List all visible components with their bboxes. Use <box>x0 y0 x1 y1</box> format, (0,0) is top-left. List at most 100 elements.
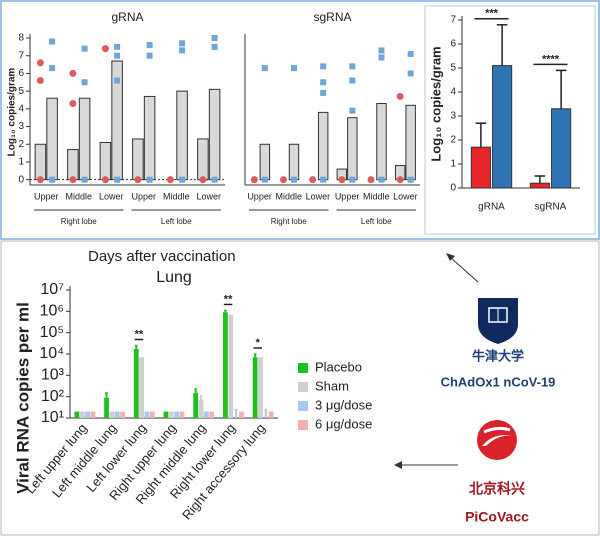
legend-swatch <box>298 363 308 373</box>
dot <box>378 176 385 183</box>
dot <box>320 79 327 86</box>
dot <box>81 45 88 52</box>
bar <box>114 411 120 418</box>
y-tick-label: 7 <box>450 15 456 26</box>
y-tick-label: 0 <box>18 174 24 185</box>
bar <box>347 117 358 181</box>
group-label: Left lobe <box>361 217 392 226</box>
dot <box>291 176 297 183</box>
legend-swatch <box>298 401 308 411</box>
dot <box>69 100 77 108</box>
y-tick-label: 0 <box>450 183 456 194</box>
group-label: Right lobe <box>61 217 98 226</box>
bar <box>90 411 96 418</box>
dot <box>49 38 56 45</box>
y-tick-label: 6 <box>450 39 456 50</box>
bar <box>197 138 209 181</box>
bar <box>203 411 209 418</box>
y-tick-label: 6 <box>18 68 24 79</box>
dot <box>114 176 121 183</box>
arrow <box>449 256 479 283</box>
dot <box>378 54 385 61</box>
y-axis-label: Viral RNA copies per ml <box>13 302 32 494</box>
bar <box>34 143 47 181</box>
dot <box>134 176 142 184</box>
legend-swatch <box>298 382 308 392</box>
dot <box>261 176 268 183</box>
dot <box>179 47 186 54</box>
y-tick-label: 5 <box>450 63 456 74</box>
bar <box>239 411 244 418</box>
bar <box>79 411 85 418</box>
y-tick-label: 10⁶ <box>40 303 64 320</box>
dot <box>211 176 218 183</box>
bar <box>405 104 416 181</box>
dot <box>211 43 218 50</box>
bar <box>139 357 145 418</box>
bar <box>208 88 221 181</box>
significance-label: ** <box>224 293 233 305</box>
group-label: Right lobe <box>271 217 308 226</box>
institution: 牛津大学 <box>472 348 524 363</box>
y-axis-label: Log₁₀ copies/gram <box>7 68 18 157</box>
bar <box>209 411 215 418</box>
sinovac-logo <box>477 420 517 460</box>
bar <box>133 349 139 418</box>
x-tick-label: Lower <box>306 191 331 201</box>
x-tick-label: Upper <box>131 191 156 201</box>
dot <box>261 65 268 72</box>
y-tick-label: 10³ <box>41 367 65 384</box>
bar <box>149 411 155 418</box>
y-tick-label: 3 <box>450 111 456 122</box>
heading: Days after vaccination <box>88 248 236 265</box>
x-tick-label: gRNA <box>478 202 505 213</box>
bar <box>529 182 550 189</box>
dot <box>146 52 153 59</box>
dot <box>291 65 297 72</box>
bar <box>193 392 199 418</box>
chart-title: sgRNA <box>313 10 351 24</box>
vaccine-name: PiCoVacc <box>465 509 529 525</box>
y-tick-label: 5 <box>18 86 24 97</box>
x-tick-label: Middle <box>163 191 190 201</box>
x-tick-label: Upper <box>335 191 360 201</box>
chart-title: gRNA <box>111 10 143 24</box>
bar <box>492 65 513 189</box>
x-tick-label: Upper <box>247 191 272 201</box>
dot <box>407 176 414 183</box>
bar <box>470 146 491 189</box>
bar <box>120 411 126 418</box>
significance-label: **** <box>542 53 560 65</box>
dot <box>349 176 356 183</box>
dot <box>114 43 121 50</box>
arrow-head <box>446 253 455 261</box>
x-tick-label: Middle <box>275 191 302 201</box>
bar <box>259 143 271 181</box>
dot <box>378 47 385 54</box>
bar <box>104 397 109 418</box>
x-tick-label: Upper <box>34 191 59 201</box>
dot <box>349 77 356 84</box>
x-tick-label: sgRNA <box>535 202 567 213</box>
dot <box>36 59 44 67</box>
bar <box>144 411 150 418</box>
dot <box>320 176 327 183</box>
dot <box>349 63 356 70</box>
dot <box>69 69 77 77</box>
y-tick-label: 7 <box>18 50 24 61</box>
dot <box>179 176 186 183</box>
bar <box>174 411 180 418</box>
dot <box>101 176 109 184</box>
vaccine-name: ChAdOx1 nCoV-19 <box>441 374 556 389</box>
bar <box>551 108 572 189</box>
bar <box>168 411 174 418</box>
y-tick-label: 3 <box>18 121 24 132</box>
bar <box>163 411 169 418</box>
y-tick-label: 10¹ <box>41 409 64 426</box>
y-axis-label: Log₁₀ copies/gram <box>428 46 443 161</box>
dot <box>396 176 404 184</box>
bar <box>78 97 91 181</box>
bar <box>198 399 204 418</box>
y-tick-label: 4 <box>18 103 24 114</box>
